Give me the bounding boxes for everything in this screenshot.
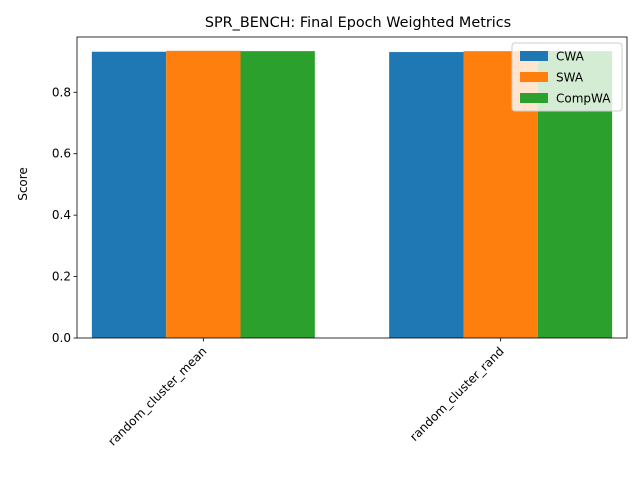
y-tick-label: 0.6 — [52, 147, 71, 161]
chart-title: SPR_BENCH: Final Epoch Weighted Metrics — [205, 15, 511, 31]
bar-cwa-1 — [91, 51, 167, 339]
legend: CWA SWA CompWA — [511, 42, 623, 112]
y-axis-title: Score — [16, 167, 30, 201]
y-tick-label: 0.4 — [52, 208, 71, 222]
y-tick-label: 0.2 — [52, 270, 71, 284]
bars-layer — [91, 50, 613, 339]
x-tick-label: random_cluster_mean — [105, 344, 209, 448]
legend-label-cwa: CWA — [556, 50, 585, 64]
bar-cwa-2 — [389, 52, 464, 339]
plot-frame — [76, 36, 628, 339]
legend-swatch-compwa — [520, 93, 548, 103]
x-tick-label: random_cluster_rand — [407, 344, 507, 444]
bar-swa-1 — [166, 50, 241, 338]
legend-label-compwa: CompWA — [556, 92, 611, 106]
y-tick-label: 0.0 — [52, 331, 71, 345]
y-tick-label: 0.8 — [52, 85, 71, 99]
legend-swatch-cwa — [520, 51, 548, 61]
legend-label-swa: SWA — [556, 71, 584, 85]
legend-swatch-swa — [520, 72, 548, 82]
bar-compwa-1 — [240, 51, 315, 338]
